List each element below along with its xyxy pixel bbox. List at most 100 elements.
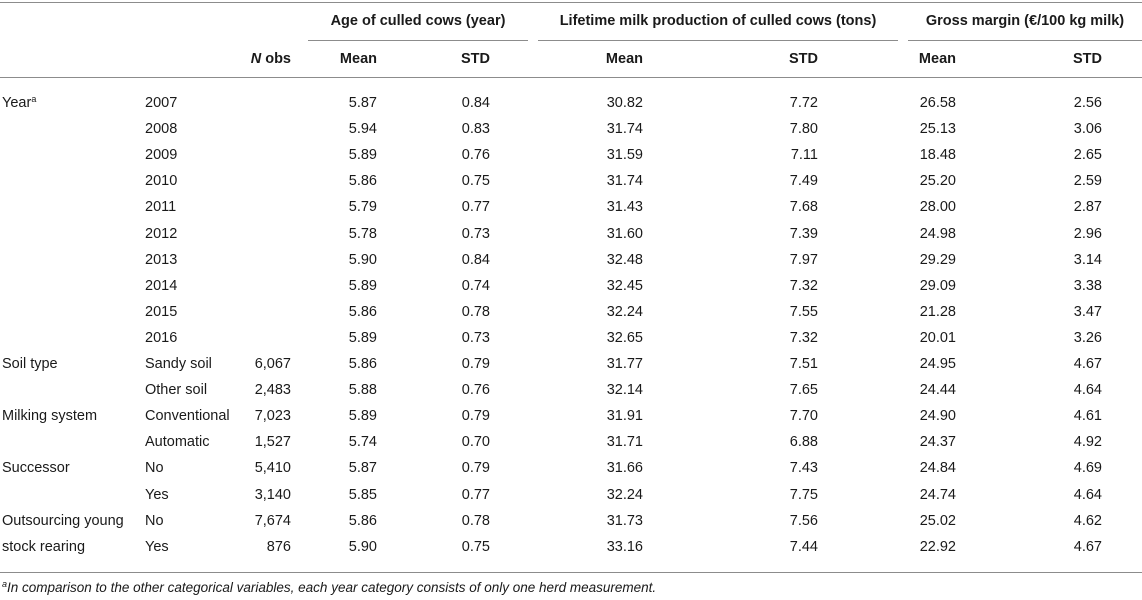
- cell-milk-mean: 31.66: [606, 460, 643, 477]
- cell-gm-std: 4.92: [1073, 434, 1102, 451]
- cell-group: Soil type: [2, 355, 142, 373]
- cell-age-std: 0.75: [461, 538, 490, 555]
- cell-category: Sandy soil: [145, 356, 212, 372]
- cell-milk-std: 7.75: [789, 486, 818, 503]
- cell-milk-mean: 32.45: [606, 277, 643, 294]
- footnote-marker: a: [2, 579, 8, 589]
- cell-milk-std: 7.80: [789, 121, 818, 138]
- cell-age-mean: 5.86: [348, 512, 377, 529]
- cell-age-std: 0.79: [461, 408, 490, 425]
- cell-gm-mean: 18.48: [919, 147, 956, 164]
- cell-n-obs: 3,140: [254, 486, 291, 503]
- cell-gm-std: 4.67: [1073, 356, 1102, 372]
- cell-gm-std: 2.65: [1073, 147, 1102, 164]
- cell-category: 2014: [145, 277, 178, 294]
- cell-age-std: 0.78: [461, 303, 490, 320]
- cell-category: 2015: [145, 303, 178, 320]
- header-age-group: Age of culled cows (year): [330, 13, 506, 29]
- cell-gm-std: 2.56: [1073, 95, 1102, 111]
- cell-age-std: 0.73: [461, 329, 490, 346]
- cell-age-mean: 5.89: [348, 329, 377, 346]
- cell-gm-std: 3.38: [1073, 277, 1102, 294]
- cell-milk-std: 6.88: [789, 434, 818, 451]
- cell-milk-std: 7.39: [789, 225, 818, 242]
- cell-gm-std: 2.96: [1073, 225, 1102, 242]
- cell-category: Other soil: [145, 382, 208, 399]
- cell-category: Conventional: [145, 408, 230, 425]
- cell-gm-mean: 24.37: [919, 434, 956, 451]
- cell-milk-std: 7.11: [790, 147, 818, 164]
- cell-group-sup: a: [31, 94, 37, 104]
- cell-milk-mean: 32.48: [606, 251, 643, 268]
- cell-age-mean: 5.74: [348, 434, 377, 451]
- header-milk-mean: Mean: [605, 51, 643, 67]
- cell-age-mean: 5.85: [348, 486, 377, 503]
- cell-milk-std: 7.55: [789, 303, 818, 320]
- header-gm-mean: Mean: [918, 51, 956, 67]
- group-underline-age: [308, 40, 528, 41]
- cell-gm-std: 4.67: [1073, 538, 1102, 555]
- cell-gm-std: 4.61: [1073, 408, 1102, 425]
- cell-gm-mean: 28.00: [919, 199, 956, 216]
- cell-gm-mean: 21.28: [919, 303, 956, 320]
- cell-gm-mean: 24.90: [919, 408, 956, 425]
- cell-milk-mean: 31.59: [606, 147, 643, 164]
- cell-gm-std: 3.06: [1073, 121, 1102, 138]
- cell-age-std: 0.70: [461, 434, 490, 451]
- cell-milk-mean: 33.16: [606, 538, 643, 555]
- cell-milk-std: 7.44: [789, 538, 818, 555]
- cell-category: Automatic: [145, 434, 210, 451]
- cell-category: 2012: [145, 225, 178, 242]
- cell-group: Milking system: [2, 407, 142, 425]
- cell-age-std: 0.76: [461, 382, 490, 399]
- cell-age-mean: 5.94: [348, 121, 377, 138]
- cell-milk-mean: 31.77: [606, 356, 643, 372]
- cell-category: 2009: [145, 147, 178, 164]
- cell-n-obs: 5,410: [254, 460, 291, 477]
- cell-milk-std: 7.56: [789, 512, 818, 529]
- table-bottom-rule: [0, 572, 1142, 573]
- header-gm-std: STD: [1073, 51, 1102, 67]
- cell-milk-mean: 31.60: [606, 225, 643, 242]
- cell-age-mean: 5.90: [348, 538, 377, 555]
- cell-age-mean: 5.89: [348, 408, 377, 425]
- cell-milk-mean: 31.73: [606, 512, 643, 529]
- cell-milk-mean: 32.24: [606, 303, 643, 320]
- cell-age-std: 0.84: [461, 95, 490, 111]
- cell-category: 2008: [145, 121, 178, 138]
- cell-group-label: Soil type: [2, 356, 58, 372]
- cell-age-std: 0.77: [461, 486, 490, 503]
- cell-gm-mean: 24.44: [919, 382, 956, 399]
- cell-age-mean: 5.86: [348, 303, 377, 320]
- cell-category: 2016: [145, 329, 178, 346]
- cell-milk-mean: 32.24: [606, 486, 643, 503]
- cell-milk-std: 7.32: [789, 329, 818, 346]
- cell-gm-mean: 25.02: [919, 512, 956, 529]
- cell-milk-std: 7.32: [789, 277, 818, 294]
- cell-milk-std: 7.68: [789, 199, 818, 216]
- header-milk-std: STD: [789, 51, 818, 67]
- footnote-text: In comparison to the other categorical v…: [7, 580, 657, 595]
- cell-age-mean: 5.90: [348, 251, 377, 268]
- cell-age-std: 0.77: [461, 199, 490, 216]
- cell-gm-mean: 25.20: [919, 173, 956, 190]
- cell-group-label: Successor: [2, 460, 70, 477]
- cell-milk-mean: 31.74: [606, 121, 643, 138]
- cell-gm-std: 4.64: [1073, 382, 1102, 399]
- cell-n-obs: 7,674: [254, 512, 291, 529]
- cell-milk-mean: 31.91: [606, 408, 643, 425]
- cell-age-mean: 5.88: [348, 382, 377, 399]
- cell-gm-std: 4.62: [1073, 512, 1102, 529]
- cell-milk-std: 7.43: [789, 460, 818, 477]
- cell-gm-std: 2.87: [1073, 199, 1102, 216]
- cell-age-mean: 5.86: [348, 173, 377, 190]
- cell-age-mean: 5.89: [348, 277, 377, 294]
- cell-n-obs: 6,067: [254, 356, 291, 372]
- cell-milk-mean: 32.14: [606, 382, 643, 399]
- cell-milk-mean: 32.65: [606, 329, 643, 346]
- cell-milk-std: 7.72: [789, 95, 818, 111]
- cell-category: 2010: [145, 173, 178, 190]
- header-n-rest: obs: [261, 51, 291, 67]
- cell-group-label: Outsourcing young: [2, 512, 124, 529]
- cell-gm-std: 3.26: [1073, 329, 1102, 346]
